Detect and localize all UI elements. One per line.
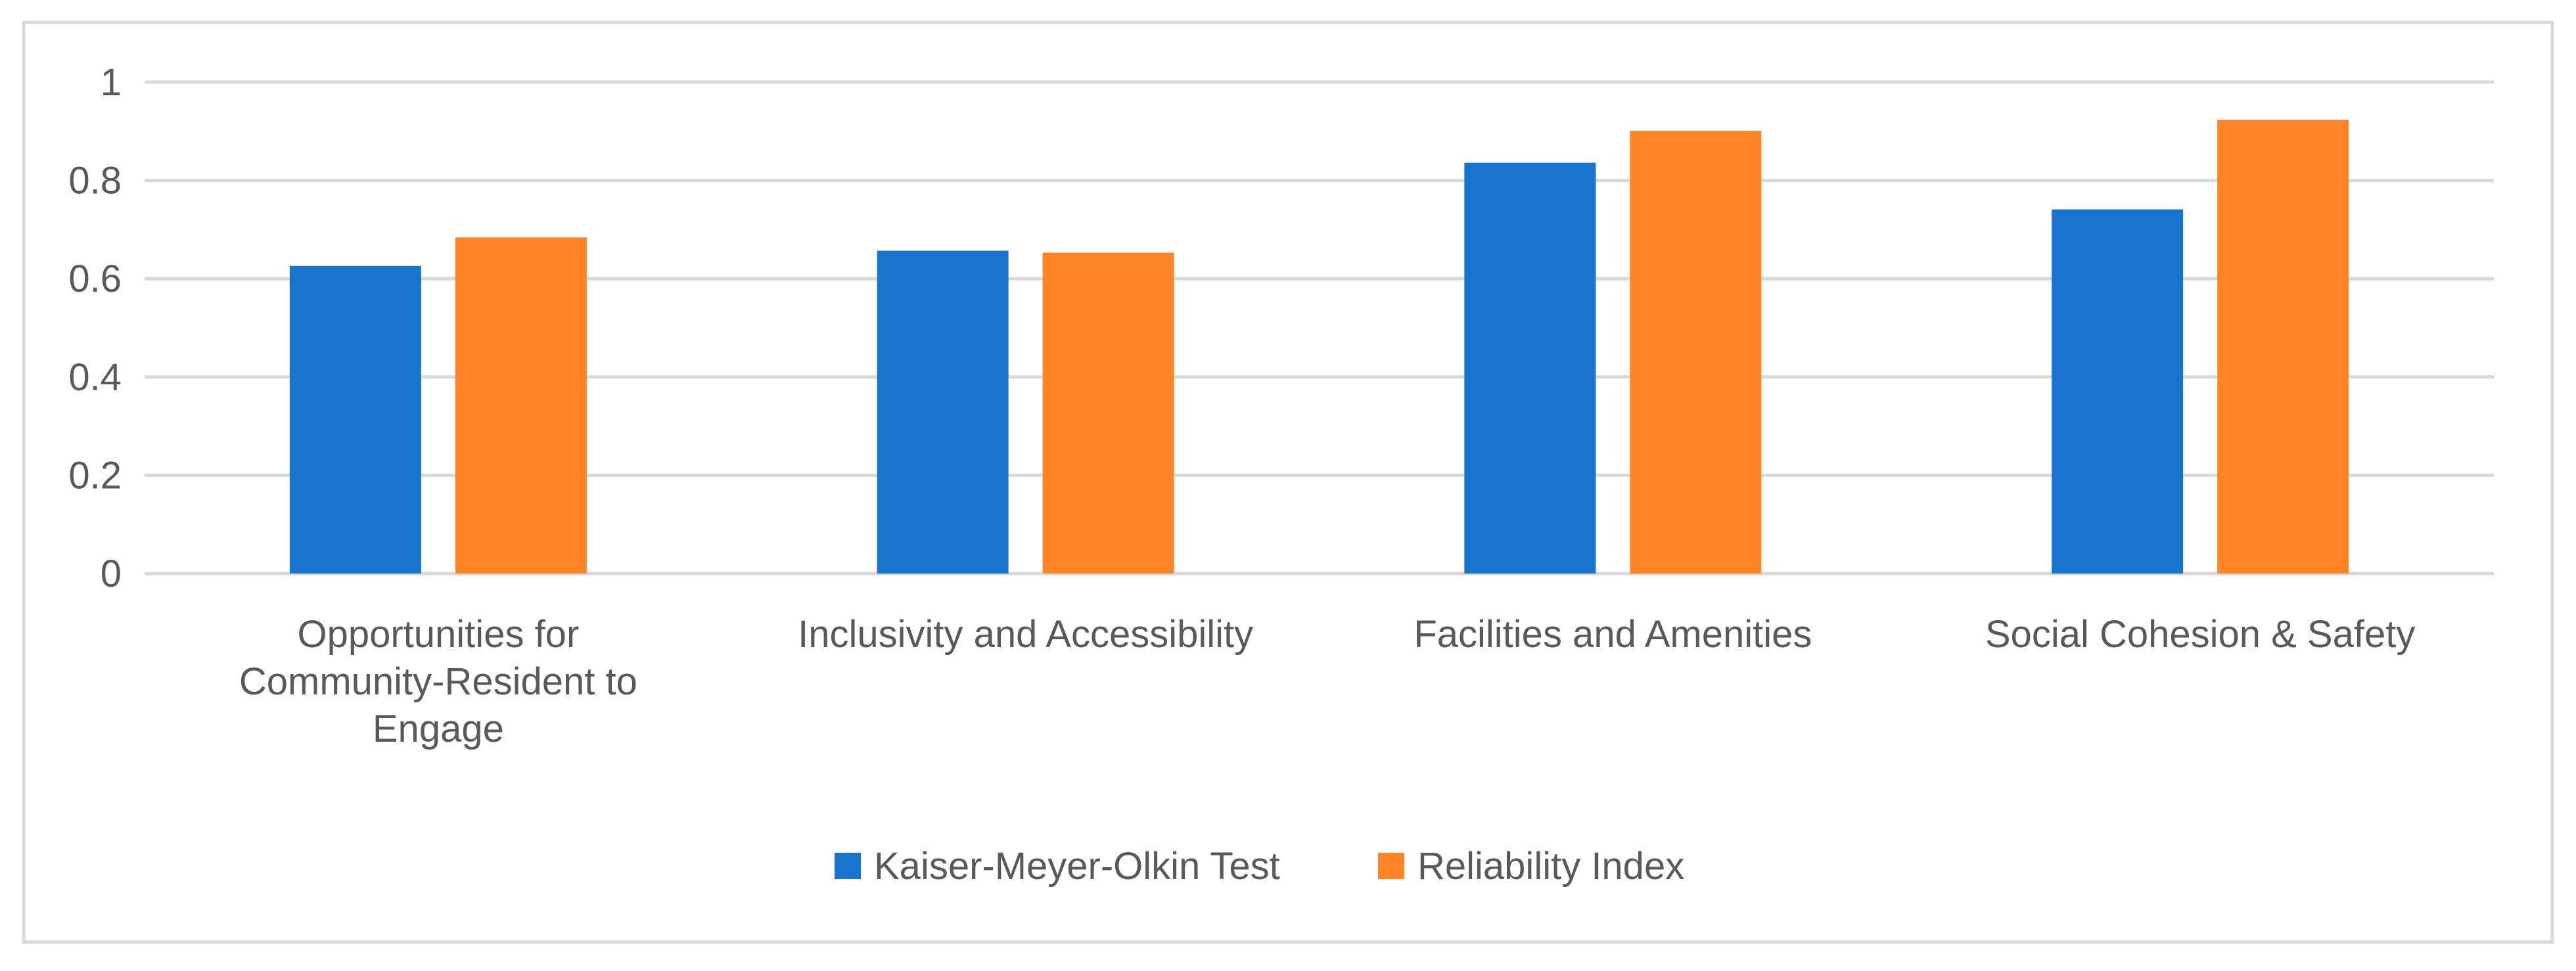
x-tick-label: Opportunities for <box>297 613 579 656</box>
bars <box>289 120 2349 574</box>
y-tick-label: 0.6 <box>68 258 122 300</box>
legend: Kaiser-Meyer-Olkin Test Reliability Index <box>835 845 1684 888</box>
legend-label: Reliability Index <box>1417 845 1684 888</box>
x-tick-label: Social Cohesion & Safety <box>1985 613 2415 656</box>
y-tick-label: 0.2 <box>68 454 122 497</box>
bar-kaiser-meyer-olkin-test-0 <box>289 265 421 574</box>
y-tick-label: 0 <box>101 553 122 595</box>
bar-kaiser-meyer-olkin-test-3 <box>2052 209 2184 574</box>
legend-swatch <box>1378 853 1404 879</box>
legend-label: Kaiser-Meyer-Olkin Test <box>874 845 1280 888</box>
y-tick-label: 1 <box>101 61 122 104</box>
y-tick-label: 0.8 <box>68 160 122 202</box>
bar-kaiser-meyer-olkin-test-2 <box>1464 162 1596 574</box>
bar-kaiser-meyer-olkin-test-1 <box>877 250 1009 574</box>
bar-reliability-index-2 <box>1630 131 1762 574</box>
x-tick-label: Inclusivity and Accessibility <box>798 613 1253 656</box>
y-tick-label: 0.4 <box>68 356 122 399</box>
x-tick-label: Engage <box>373 708 504 750</box>
x-tick-label: Community-Resident to <box>239 660 637 703</box>
legend-swatch <box>835 853 861 879</box>
bar-reliability-index-1 <box>1042 252 1174 574</box>
bar-reliability-index-0 <box>455 237 587 574</box>
x-tick-label: Facilities and Amenities <box>1414 613 1812 656</box>
y-axis-ticks: 0 0.2 0.4 0.6 0.8 1 <box>68 61 122 595</box>
bar-reliability-index-3 <box>2217 120 2349 574</box>
